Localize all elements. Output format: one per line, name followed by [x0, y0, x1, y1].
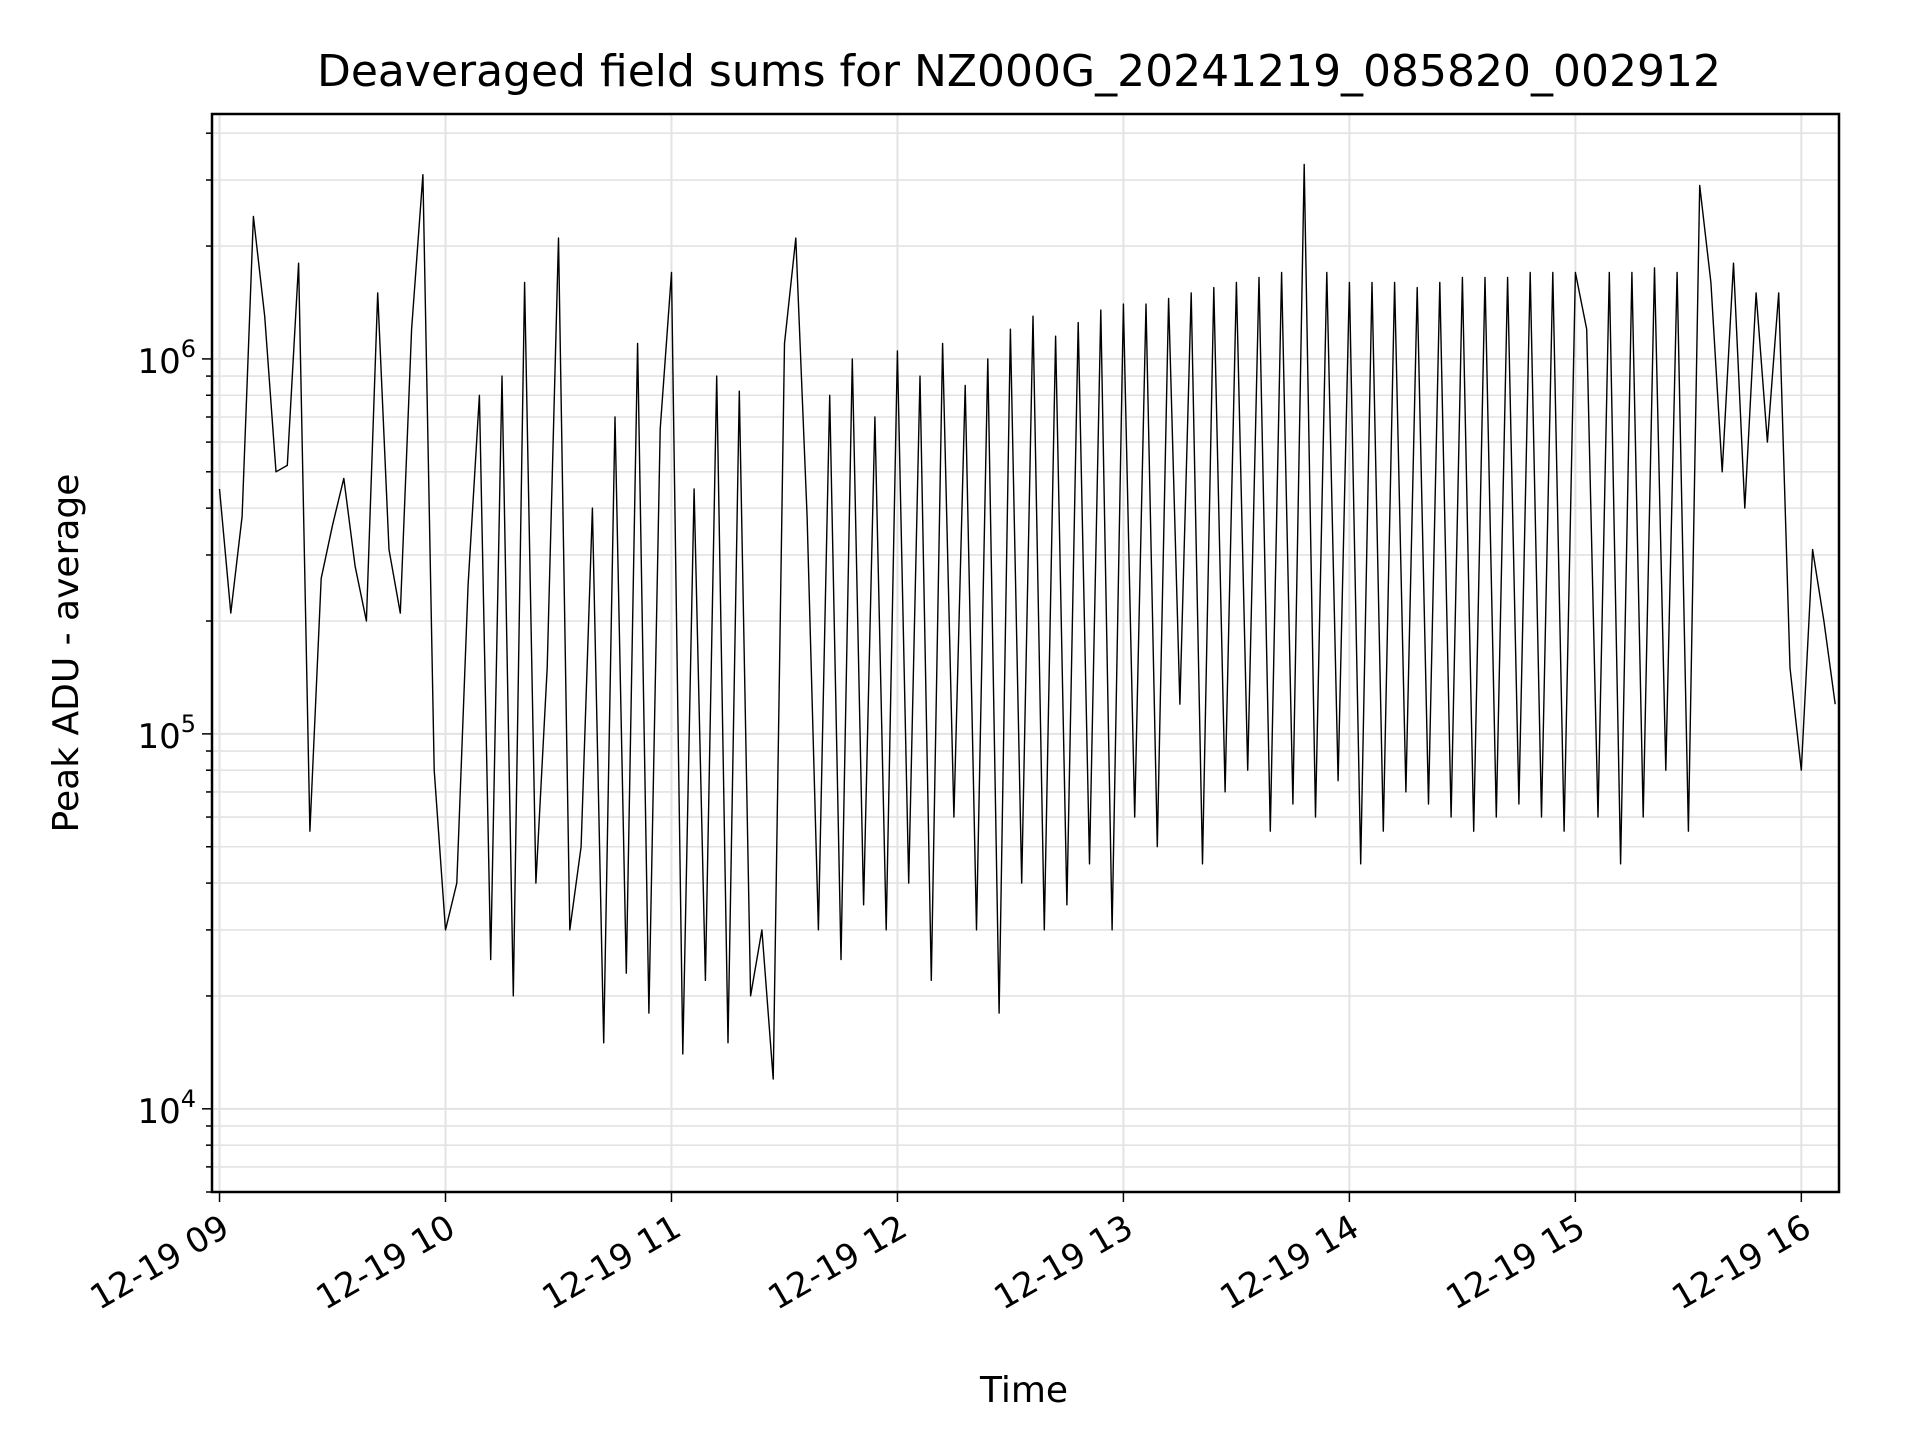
x-tick-label: 12-19 09: [84, 1207, 236, 1318]
grid: [212, 114, 1839, 1193]
x-tick-label: 12-19 14: [1213, 1207, 1365, 1318]
x-tick-label: 12-19 16: [1665, 1207, 1817, 1318]
y-axis: 104 105 106: [137, 132, 212, 1193]
y-tick-label: 106: [137, 335, 196, 382]
series-line: [218, 163, 1836, 1080]
x-tick-label: 12-19 15: [1439, 1207, 1591, 1318]
y-tick-label: 104: [137, 1085, 196, 1132]
x-axis: 12-19 09 12-19 10 12-19 11 12-19 12 12-19 13…: [84, 1192, 1818, 1318]
x-axis-label: Time: [979, 1370, 1068, 1411]
y-axis-label: Peak ADU - average: [46, 474, 87, 833]
axes-frame: [210, 112, 1841, 1194]
plot-area: [218, 163, 1836, 1080]
x-tick-label: 12-19 13: [988, 1207, 1140, 1318]
x-tick-label: 12-19 11: [536, 1207, 688, 1318]
chart-title: Deaveraged field sums for NZ000G_2024121…: [317, 46, 1721, 97]
x-tick-label: 12-19 12: [762, 1207, 914, 1318]
x-tick-label: 12-19 10: [310, 1207, 462, 1318]
y-tick-label: 105: [137, 710, 196, 757]
